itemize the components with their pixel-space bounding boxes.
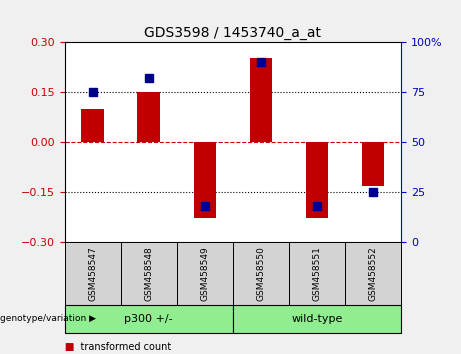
Bar (233, 305, 401, 333)
Text: ■: ■ (65, 342, 74, 352)
Bar (289, 242, 345, 305)
Bar (82, 109, 104, 142)
Text: p300 +/-: p300 +/- (124, 314, 173, 324)
Bar (65, 305, 233, 333)
Bar (345, 242, 401, 305)
Text: GSM458551: GSM458551 (313, 246, 321, 301)
Bar (194, 142, 216, 218)
Bar (362, 142, 384, 185)
Bar (177, 242, 233, 305)
Text: wild-type: wild-type (291, 314, 343, 324)
Bar (65, 242, 121, 305)
Bar (306, 142, 328, 218)
Bar (137, 92, 160, 142)
Bar (121, 242, 177, 305)
Text: GSM458548: GSM458548 (144, 246, 153, 301)
Text: GSM458549: GSM458549 (200, 246, 209, 301)
Text: genotype/variation ▶: genotype/variation ▶ (0, 314, 96, 323)
Title: GDS3598 / 1453740_a_at: GDS3598 / 1453740_a_at (144, 26, 321, 40)
Text: GSM458550: GSM458550 (256, 246, 266, 301)
Text: GSM458547: GSM458547 (88, 246, 97, 301)
Bar (250, 58, 272, 142)
Bar (233, 242, 289, 305)
Text: GSM458552: GSM458552 (368, 246, 378, 301)
Text: ■  transformed count: ■ transformed count (65, 342, 171, 352)
